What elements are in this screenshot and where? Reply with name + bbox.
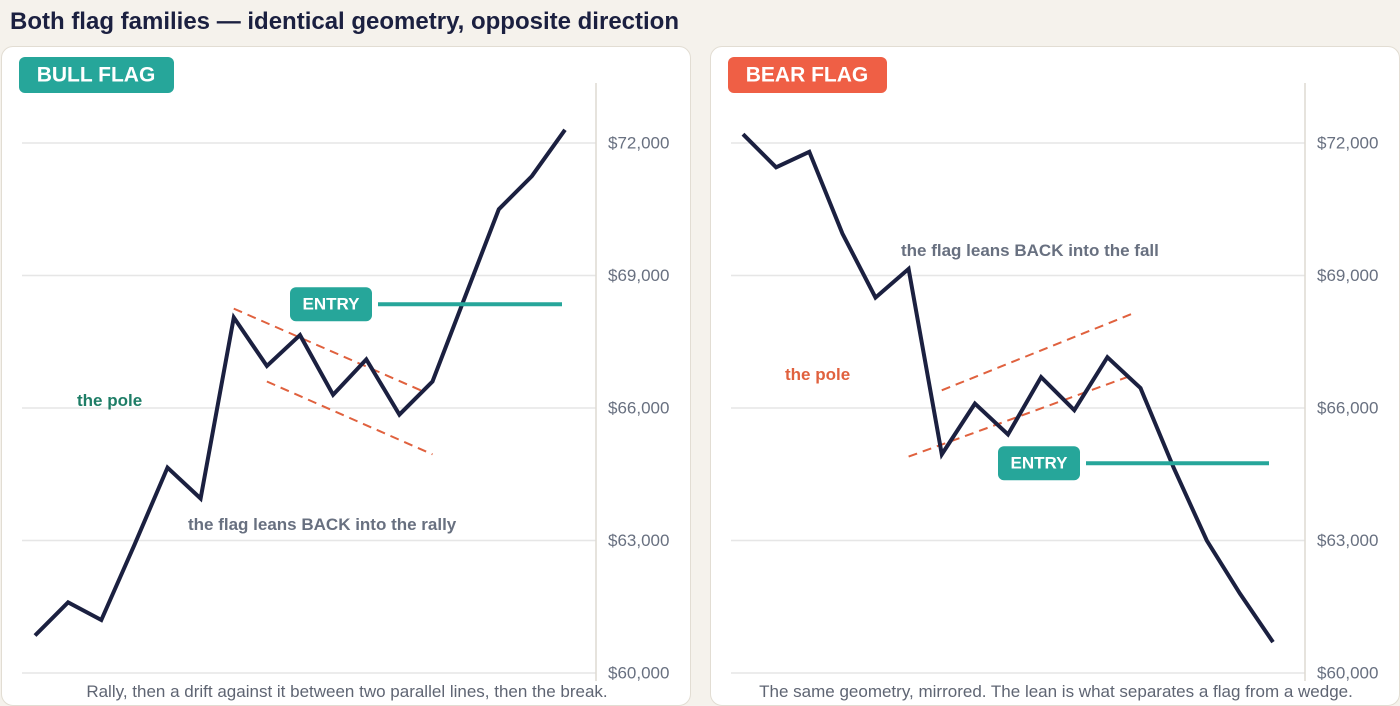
tag-background <box>19 57 174 93</box>
y-tick-label: $60,000 <box>1317 664 1378 683</box>
flag-annotation: the flag leans BACK into the rally <box>188 515 457 534</box>
channel-upper-line <box>233 307 427 394</box>
bull-flag-chart: $72,000 $69,000 $66,000 $63,000 $60,000 ENTR… <box>19 57 669 701</box>
tag-background <box>728 57 887 93</box>
bear-flag-panel: $72,000 $69,000 $66,000 $63,000 $60,000 ENTR… <box>710 46 1400 706</box>
tag-label: BULL FLAG <box>37 64 156 87</box>
chart-caption: The same geometry, mirrored. The lean is… <box>759 682 1353 701</box>
bear-flag-chart: $72,000 $69,000 $66,000 $63,000 $60,000 ENTR… <box>728 57 1378 701</box>
price-line <box>741 132 1275 644</box>
y-tick-label: $63,000 <box>608 531 669 550</box>
bear-flag-tag: BEAR FLAG <box>728 57 887 93</box>
y-tick-label: $63,000 <box>1317 531 1378 550</box>
price-series <box>33 128 567 637</box>
flag-channel <box>908 312 1135 458</box>
flag-annotation: the flag leans BACK into the fall <box>901 241 1159 260</box>
y-tick-label: $69,000 <box>608 266 669 285</box>
entry-badge <box>290 287 372 322</box>
pole-annotation: the pole <box>785 365 850 384</box>
entry-marker: ENTRY <box>290 287 562 322</box>
flag-channel <box>233 307 433 456</box>
channel-upper-line <box>941 312 1135 392</box>
grid-lines <box>22 142 596 674</box>
y-tick-label: $69,000 <box>1317 266 1378 285</box>
y-tick-label: $66,000 <box>608 399 669 418</box>
price-axis: $72,000 $69,000 $66,000 $63,000 $60,000 <box>1317 134 1378 683</box>
price-axis: $72,000 $69,000 $66,000 $63,000 $60,000 <box>608 134 669 683</box>
y-tick-label: $72,000 <box>608 134 669 153</box>
price-line <box>33 128 567 637</box>
y-tick-label: $72,000 <box>1317 134 1378 153</box>
channel-lower-line <box>908 376 1128 458</box>
grid-lines <box>731 142 1305 674</box>
entry-label: ENTRY <box>1011 454 1069 473</box>
entry-marker: ENTRY <box>998 446 1269 481</box>
pole-annotation: the pole <box>77 391 142 410</box>
bull-flag-tag: BULL FLAG <box>19 57 174 93</box>
chart-caption: Rally, then a drift against it between t… <box>86 682 607 701</box>
channel-lower-line <box>266 380 433 456</box>
y-tick-label: $60,000 <box>608 664 669 683</box>
entry-label: ENTRY <box>303 295 361 314</box>
bull-flag-panel: $72,000 $69,000 $66,000 $63,000 $60,000 ENTR… <box>1 46 691 706</box>
entry-badge <box>998 446 1080 481</box>
tag-label: BEAR FLAG <box>746 64 869 87</box>
y-tick-label: $66,000 <box>1317 399 1378 418</box>
price-series <box>741 132 1275 644</box>
page-title: Both flag families — identical geometry,… <box>10 8 679 35</box>
